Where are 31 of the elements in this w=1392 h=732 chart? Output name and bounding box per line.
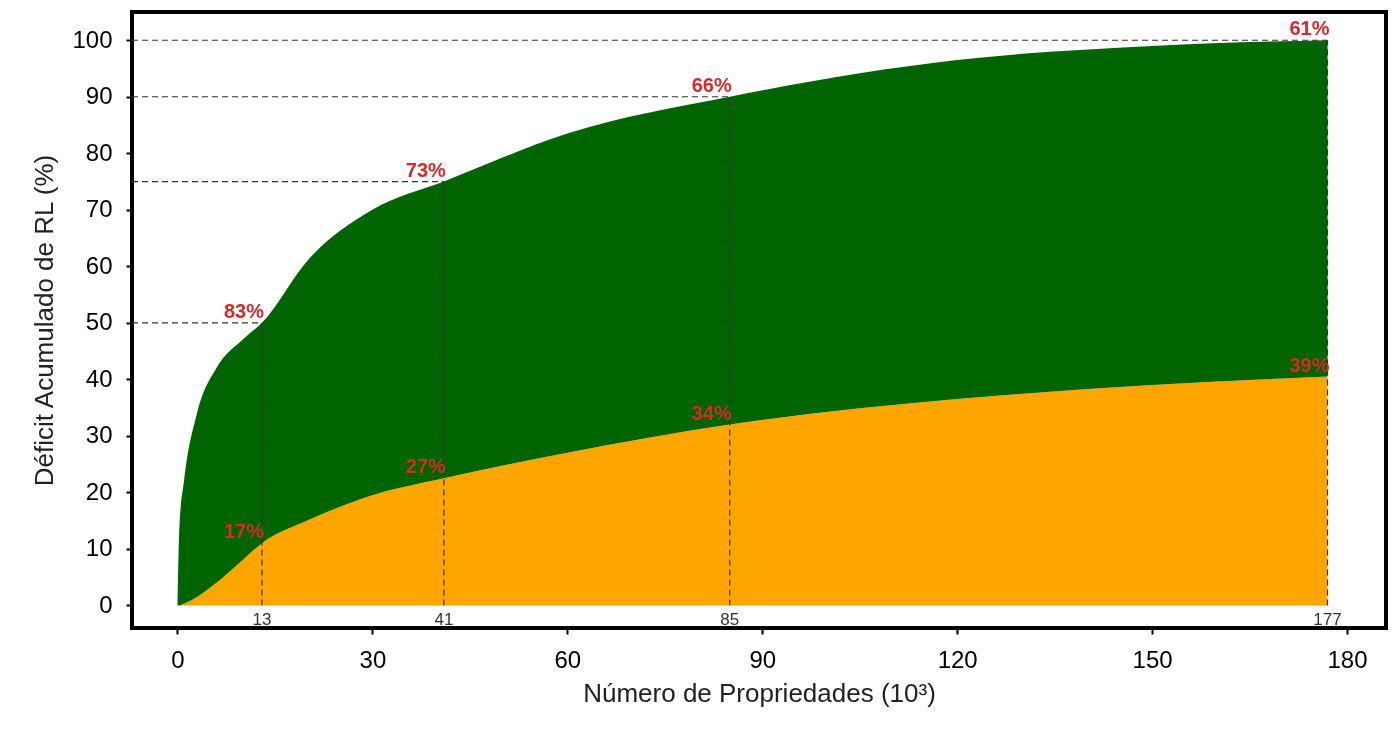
y-tick-label: 100 bbox=[72, 25, 113, 53]
annotation: 73% bbox=[405, 158, 447, 181]
annotation: 61% bbox=[1289, 17, 1330, 40]
y-tick-label: 40 bbox=[85, 364, 113, 392]
ref-line-label: 13 bbox=[252, 610, 272, 629]
y-tick-label: 80 bbox=[85, 138, 113, 166]
x-tick-label: 0 bbox=[171, 645, 185, 673]
annotation: 27% bbox=[405, 455, 447, 478]
y-tick-label: 90 bbox=[85, 82, 113, 110]
ref-line-label: 177 bbox=[1313, 610, 1342, 629]
y-tick-label: 0 bbox=[99, 590, 113, 618]
x-tick-label: 30 bbox=[359, 645, 387, 673]
x-tick-label: 150 bbox=[1132, 645, 1173, 673]
ref-line-label: 41 bbox=[434, 610, 454, 629]
y-tick-label: 70 bbox=[85, 195, 113, 223]
ref-line-label: 85 bbox=[720, 610, 740, 629]
y-tick-label: 60 bbox=[85, 251, 113, 279]
y-tick-label: 50 bbox=[85, 308, 113, 336]
annotation: 34% bbox=[691, 401, 732, 424]
annotation: 66% bbox=[691, 73, 732, 96]
x-tick-label: 120 bbox=[937, 645, 978, 673]
x-tick-label: 60 bbox=[554, 645, 582, 673]
y-tick-label: 10 bbox=[85, 534, 113, 562]
y-tick-label: 20 bbox=[85, 477, 113, 505]
x-tick-label: 90 bbox=[749, 645, 777, 673]
x-axis-title: Número de Propriedades (10³) bbox=[583, 677, 936, 708]
annotation: 17% bbox=[223, 520, 265, 543]
x-tick-label: 180 bbox=[1327, 645, 1368, 673]
y-axis-title: Déficit Acumulado de RL (%) bbox=[29, 154, 60, 487]
annotation: 83% bbox=[223, 299, 265, 322]
y-tick-label: 30 bbox=[85, 421, 113, 449]
